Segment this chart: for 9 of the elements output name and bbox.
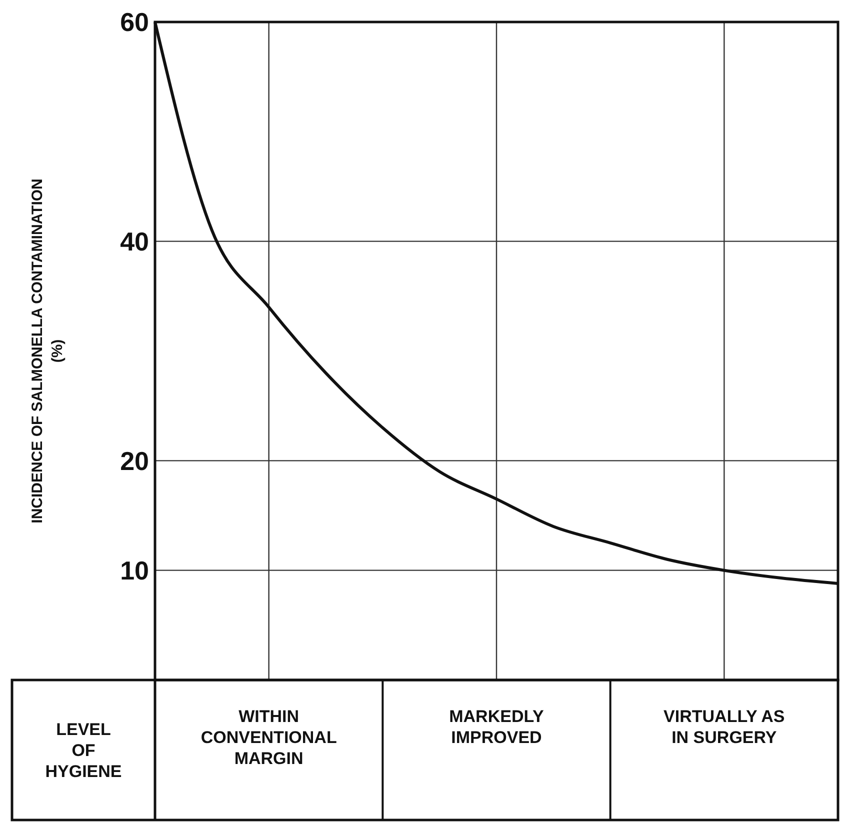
x-tick-label: WITHIN CONVENTIONAL MARGIN xyxy=(200,707,337,768)
y-axis-title: INCIDENCE OF SALMONELLA CONTAMINATION (%) xyxy=(29,178,66,524)
y-tick-label: 60 xyxy=(120,7,149,38)
y-tick-label: 40 xyxy=(120,226,149,256)
x-tick-label: VIRTUALLY AS IN SURGERY xyxy=(664,707,785,747)
x-axis-title: LEVEL OF HYGIENE xyxy=(45,720,122,781)
y-tick-label: 10 xyxy=(120,555,149,586)
y-tick-label: 20 xyxy=(120,446,149,476)
x-tick-label: MARKEDLY IMPROVED xyxy=(449,707,545,747)
